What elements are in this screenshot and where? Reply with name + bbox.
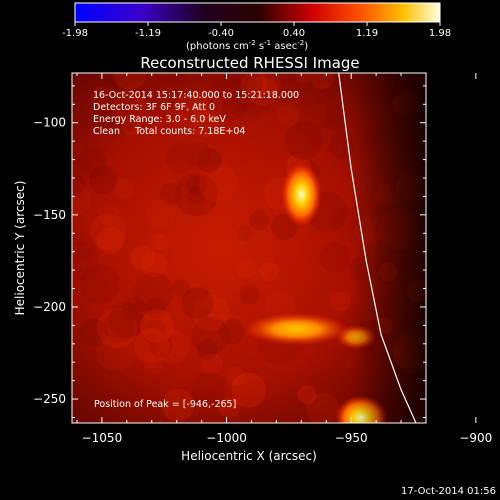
y-tick-label: −250: [33, 392, 66, 406]
colorbar: [75, 3, 440, 22]
x-axis-label: Heliocentric X (arcsec): [181, 449, 317, 463]
texture-blob: [130, 245, 155, 270]
texture-blob: [236, 225, 252, 241]
texture-blob: [182, 287, 214, 319]
colorbar-units: (photons cm-2 s-1 asec-2): [186, 39, 308, 52]
texture-blob: [115, 179, 134, 198]
texture-blob: [140, 309, 174, 343]
units-exp: -2: [297, 39, 304, 47]
units-exp: -2: [249, 39, 256, 47]
chart-title: Reconstructed RHESSI Image: [140, 54, 359, 72]
footer-timestamp: 17-Oct-2014 01:56: [401, 486, 496, 497]
texture-blob: [331, 292, 351, 312]
colorbar-tick-label: -1.19: [135, 28, 161, 39]
units-end: ): [304, 41, 308, 52]
texture-blob: [65, 106, 90, 131]
texture-blob: [166, 143, 197, 174]
texture-blob: [122, 297, 146, 321]
colorbar-ticks: [75, 22, 440, 26]
y-tick-label: −100: [33, 116, 66, 130]
flare-source: [244, 313, 348, 345]
x-tick-label: −900: [459, 431, 492, 445]
texture-blob: [151, 233, 169, 251]
x-tick-label: −950: [335, 431, 368, 445]
units-exp: -1: [264, 39, 271, 47]
y-tick-label: −200: [33, 300, 66, 314]
units-mid: asec: [271, 41, 297, 52]
x-tick-label: −1000: [206, 431, 247, 445]
texture-blob: [60, 171, 85, 196]
y-axis-label: Heliocentric Y (arcsec): [13, 181, 27, 316]
texture-blob: [240, 284, 260, 304]
texture-blob: [285, 122, 323, 160]
info-clean-counts: Clean Total counts: 7.18E+04: [93, 126, 245, 137]
texture-blob: [277, 103, 300, 126]
texture-blob: [77, 148, 107, 178]
colorbar-tick-label: 1.19: [356, 28, 378, 39]
x-tick-label: −1050: [82, 431, 123, 445]
info-time-range: 16-Oct-2014 15:17:40.000 to 15:21:18.000: [93, 90, 299, 101]
units-mid: s: [256, 41, 264, 52]
colorbar-tick-label: -1.98: [62, 28, 88, 39]
flare-source: [281, 163, 321, 227]
y-tick-label: −150: [33, 208, 66, 222]
texture-blob: [80, 264, 120, 304]
texture-blob: [259, 262, 278, 281]
texture-blob: [197, 339, 218, 360]
texture-blob: [197, 148, 222, 173]
info-detectors: Detectors: 3F 6F 9F, Att 0: [93, 102, 215, 113]
units-main: (photons cm: [186, 41, 249, 52]
texture-blob: [249, 211, 268, 230]
colorbar-tick-label: 0.40: [283, 28, 305, 39]
texture-blob: [236, 260, 255, 279]
colorbar-tick-label: 1.98: [429, 28, 451, 39]
colorbar-tick-label: -0.40: [208, 28, 234, 39]
texture-blob: [320, 242, 351, 273]
peak-position-label: Position of Peak = [-946,-265]: [94, 399, 236, 410]
texture-blob: [298, 385, 317, 404]
texture-blob: [226, 367, 245, 386]
info-energy-range: Energy Range: 3.0 - 6.0 keV: [93, 114, 226, 125]
